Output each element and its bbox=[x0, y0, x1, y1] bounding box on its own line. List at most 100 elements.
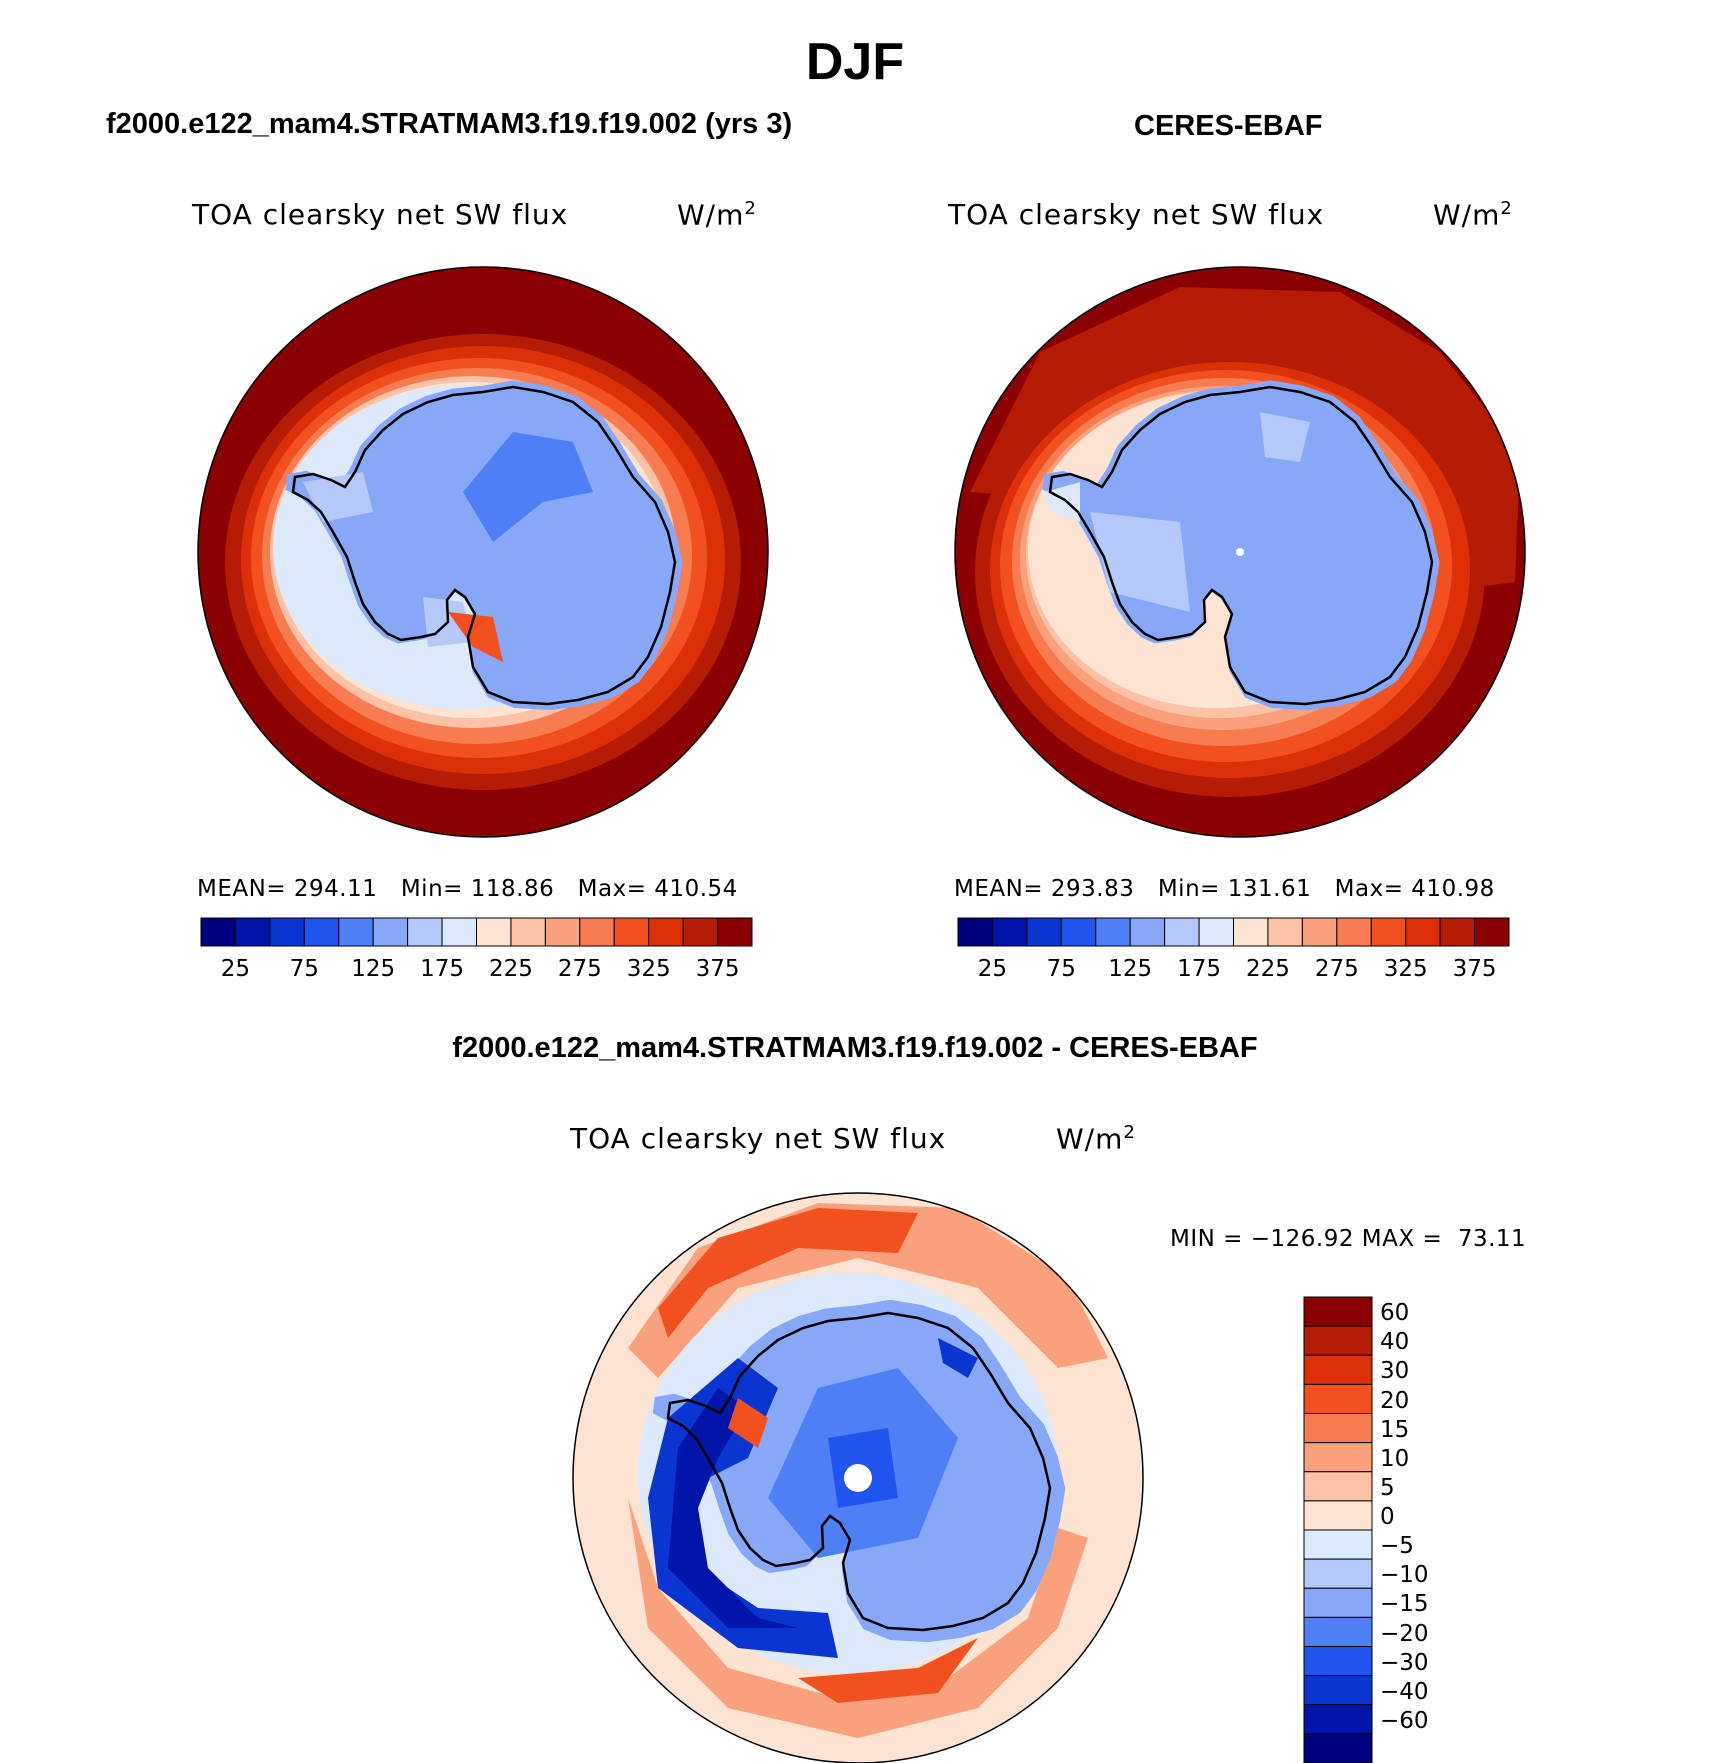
diff-colorbar-tick-label: −10 bbox=[1380, 1562, 1429, 1589]
model-variable-label: TOA clearsky net SW flux bbox=[192, 198, 569, 231]
diff-colorbar-tick-label: −5 bbox=[1380, 1533, 1414, 1560]
model-colorbar-tick-label: 275 bbox=[557, 956, 602, 982]
model-colorbar-tick-label: 75 bbox=[289, 956, 319, 982]
model-colorbar-swatch bbox=[510, 917, 546, 947]
obs-colorbar-swatch bbox=[1129, 917, 1166, 947]
model-colorbar-swatch bbox=[338, 917, 374, 947]
diff-colorbar-swatch bbox=[1303, 1383, 1373, 1414]
diff-colorbar-swatch bbox=[1303, 1354, 1373, 1385]
model-colorbar-swatch bbox=[372, 917, 409, 947]
model-units-label: W/m2 bbox=[677, 198, 757, 232]
obs-colorbar-tick-label: 25 bbox=[977, 956, 1008, 982]
diff-colorbar-swatch bbox=[1303, 1646, 1373, 1677]
diff-units-label: W/m2 bbox=[1056, 1122, 1136, 1156]
obs-colorbar-swatch bbox=[1474, 917, 1510, 947]
obs-min-label: Min= bbox=[1157, 876, 1220, 902]
obs-mean-label: MEAN= bbox=[954, 876, 1044, 902]
diff-colorbar-tick-label: 10 bbox=[1380, 1445, 1410, 1472]
diff-map bbox=[573, 1193, 1143, 1763]
diff-colorbar-tick-label: 5 bbox=[1380, 1474, 1395, 1501]
model-colorbar-tick-label: 225 bbox=[488, 956, 533, 982]
diff-colorbar-tick-label: −15 bbox=[1380, 1591, 1429, 1618]
model-mean-value: 294.11 bbox=[293, 876, 378, 902]
model-colorbar-tick-label: 25 bbox=[220, 956, 251, 982]
obs-map bbox=[955, 267, 1525, 837]
model-colorbar-tick-label: 375 bbox=[695, 956, 740, 982]
model-max-value: 410.54 bbox=[654, 876, 738, 902]
obs-colorbar-swatch bbox=[1301, 917, 1338, 947]
obs-case-title: CERES-EBAF bbox=[1134, 110, 1323, 142]
model-map bbox=[198, 267, 768, 837]
model-max-label: Max= bbox=[577, 876, 647, 902]
model-case-title: f2000.e122_mam4.STRATMAM3.f19.f19.002 (y… bbox=[106, 108, 793, 140]
obs-variable-label: TOA clearsky net SW flux bbox=[948, 198, 1325, 231]
obs-colorbar-swatch bbox=[1026, 917, 1062, 947]
obs-colorbar-swatch bbox=[1370, 917, 1407, 947]
diff-colorbar-swatch bbox=[1303, 1529, 1373, 1560]
diff-max-value: 73.11 bbox=[1457, 1226, 1527, 1252]
diff-colorbar-tick-label: −30 bbox=[1380, 1649, 1429, 1676]
model-colorbar bbox=[200, 917, 753, 947]
diff-colorbar-tick-label: 40 bbox=[1380, 1329, 1410, 1356]
model-colorbar-swatch bbox=[441, 917, 477, 947]
obs-colorbar-swatch bbox=[957, 917, 993, 947]
diff-colorbar-swatch bbox=[1303, 1704, 1373, 1735]
obs-colorbar-swatch bbox=[1198, 917, 1234, 947]
model-colorbar-swatch bbox=[613, 917, 650, 947]
obs-colorbar-tick-label: 75 bbox=[1046, 956, 1076, 982]
obs-units-label: W/m2 bbox=[1433, 198, 1513, 232]
model-colorbar-swatch bbox=[682, 917, 719, 947]
diff-colorbar-tick-label: 30 bbox=[1380, 1358, 1410, 1385]
diff-max-label: MAX = bbox=[1361, 1226, 1443, 1252]
diff-title: f2000.e122_mam4.STRATMAM3.f19.f19.002 - … bbox=[452, 1032, 1258, 1064]
obs-min-value: 131.61 bbox=[1227, 876, 1312, 902]
diff-colorbar-tick-label: −60 bbox=[1380, 1707, 1429, 1734]
obs-mean-value: 293.83 bbox=[1050, 876, 1135, 902]
diff-colorbar bbox=[1303, 1296, 1373, 1763]
model-colorbar-swatch bbox=[717, 917, 753, 947]
model-colorbar-swatch bbox=[269, 917, 305, 947]
diff-colorbar-swatch bbox=[1303, 1675, 1373, 1706]
obs-colorbar-swatch bbox=[1439, 917, 1476, 947]
obs-colorbar-swatch bbox=[1164, 917, 1200, 947]
diff-variable-label: TOA clearsky net SW flux bbox=[570, 1122, 947, 1155]
obs-stats: MEAN= 293.83 Min= 131.61 Max= 410.98 bbox=[954, 876, 1495, 902]
model-colorbar-tick-label: 325 bbox=[626, 956, 671, 982]
diff-colorbar-swatch bbox=[1303, 1325, 1373, 1356]
model-colorbar-swatch bbox=[544, 917, 581, 947]
model-colorbar-swatch bbox=[200, 917, 236, 947]
obs-max-value: 410.98 bbox=[1411, 876, 1495, 902]
obs-colorbar bbox=[957, 917, 1510, 947]
diff-colorbar-tick-label: 60 bbox=[1380, 1300, 1410, 1327]
model-map-border bbox=[197, 266, 769, 838]
figure-title: DJF bbox=[805, 33, 905, 91]
obs-colorbar-swatch bbox=[1095, 917, 1131, 947]
obs-map-border bbox=[954, 266, 1526, 838]
diff-colorbar-swatch bbox=[1303, 1616, 1373, 1647]
model-colorbar-swatch bbox=[234, 917, 271, 947]
obs-colorbar-tick-label: 275 bbox=[1314, 956, 1359, 982]
model-min-value: 118.86 bbox=[470, 876, 555, 902]
diff-colorbar-tick-label: 0 bbox=[1380, 1504, 1395, 1530]
obs-colorbar-swatch bbox=[1233, 917, 1269, 947]
model-colorbar-swatch bbox=[648, 917, 684, 947]
diff-colorbar-swatch bbox=[1303, 1500, 1373, 1531]
obs-colorbar-tick-label: 175 bbox=[1177, 956, 1222, 982]
diff-colorbar-swatch bbox=[1303, 1442, 1373, 1473]
obs-colorbar-swatch bbox=[991, 917, 1028, 947]
diff-min-value: −126.92 bbox=[1250, 1226, 1354, 1252]
model-mean-label: MEAN= bbox=[197, 876, 287, 902]
diff-colorbar-tick-label: −20 bbox=[1380, 1620, 1429, 1647]
obs-max-label: Max= bbox=[1334, 876, 1404, 902]
model-colorbar-tick-label: 125 bbox=[351, 956, 396, 982]
model-colorbar-swatch bbox=[579, 917, 615, 947]
model-colorbar-tick-label: 175 bbox=[420, 956, 465, 982]
model-colorbar-swatch bbox=[407, 917, 443, 947]
diff-colorbar-tick-label: 20 bbox=[1380, 1387, 1410, 1414]
obs-colorbar-swatch bbox=[1405, 917, 1441, 947]
diff-stats: MIN = −126.92 MAX = 73.11 bbox=[1170, 1226, 1526, 1252]
obs-colorbar-tick-label: 325 bbox=[1383, 956, 1428, 982]
diff-min-label: MIN = bbox=[1170, 1226, 1243, 1252]
diff-colorbar-swatch bbox=[1303, 1587, 1373, 1618]
